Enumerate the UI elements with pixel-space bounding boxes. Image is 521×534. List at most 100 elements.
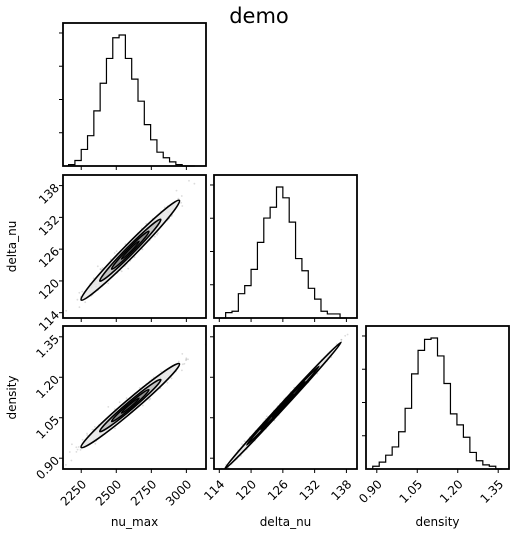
scatter-nu_max-vs-density — [63, 343, 206, 466]
panel-frame-2-1 — [213, 325, 358, 470]
sample-point — [91, 428, 94, 431]
histogram-delta_nu — [219, 186, 347, 319]
sample-point — [120, 270, 123, 273]
sample-point — [185, 357, 188, 360]
sample-point — [178, 518, 180, 520]
sample-point — [181, 363, 184, 366]
sample-point — [79, 449, 82, 451]
sample-point — [138, 387, 141, 389]
sample-point — [241, 443, 243, 445]
sample-point — [193, 182, 196, 185]
sample-point — [157, 232, 159, 235]
x-tick-label-nu_max: 2750 — [128, 477, 159, 508]
density-contour-level-4 — [271, 393, 295, 418]
sample-point — [107, 406, 110, 408]
x-tick-label-nu_max: 2500 — [93, 477, 124, 508]
y-tick-label-delta_nu: 126 — [36, 244, 62, 270]
sample-point — [187, 358, 189, 361]
x-tick-label-nu_max: 3000 — [163, 477, 194, 508]
y-axis-label-delta_nu: delta_nu — [5, 221, 19, 273]
y-tick-label-density: 1.35 — [33, 332, 62, 361]
sample-point — [180, 195, 183, 197]
sample-point — [78, 306, 81, 309]
y-tick-label-density: 1.20 — [33, 372, 62, 401]
x-tick-label-delta_nu: 126 — [265, 477, 291, 503]
x-axis-label-delta_nu: delta_nu — [260, 515, 312, 529]
sample-point — [114, 427, 116, 430]
density-contour-level-4 — [120, 397, 140, 414]
sample-point — [340, 338, 343, 341]
sample-point — [357, 322, 359, 324]
sample-point — [86, 434, 89, 436]
y-tick-label-delta_nu: 120 — [36, 276, 62, 302]
x-tick-label-density: 1.20 — [437, 477, 466, 506]
sample-point — [65, 464, 67, 466]
sample-point — [70, 459, 73, 462]
sample-point — [118, 401, 121, 404]
sample-point — [76, 448, 79, 451]
sample-point — [125, 397, 128, 400]
x-tick-label-delta_nu: 114 — [201, 477, 227, 503]
histogram-density — [372, 337, 503, 470]
sample-point — [101, 267, 104, 269]
sample-point — [181, 353, 184, 355]
sample-point — [181, 369, 183, 372]
x-tick-label-nu_max: 2250 — [58, 477, 89, 508]
histogram-nu_max — [68, 34, 195, 167]
y-tick-label-delta_nu: 132 — [36, 213, 62, 239]
sample-point — [177, 197, 180, 200]
sample-point — [113, 252, 116, 254]
sample-point — [185, 358, 188, 361]
sample-point — [92, 277, 95, 280]
sample-point — [81, 438, 84, 441]
sample-point — [77, 446, 80, 448]
sample-point — [175, 189, 178, 192]
sample-point — [75, 451, 78, 453]
x-tick-label-delta_nu: 120 — [233, 477, 259, 503]
y-tick-label-density: 0.90 — [33, 453, 62, 482]
sample-point — [76, 298, 79, 301]
sample-point — [156, 233, 158, 236]
sample-point — [188, 179, 190, 182]
sample-point — [68, 451, 71, 453]
sample-point — [133, 256, 136, 258]
sample-point — [75, 446, 78, 449]
sample-point — [346, 333, 349, 336]
sample-point — [185, 359, 187, 361]
panel-frame-0-0 — [62, 22, 207, 167]
sample-point — [100, 268, 102, 271]
sample-point — [166, 381, 169, 384]
sample-point — [96, 265, 99, 268]
x-tick-label-density: 1.35 — [477, 477, 506, 506]
sample-point — [220, 473, 222, 475]
sample-point — [115, 250, 118, 253]
panel-frame-2-2 — [365, 325, 510, 470]
sample-point — [243, 440, 246, 442]
scatter-nu_max-vs-delta_nu — [65, 179, 196, 312]
sample-point — [141, 248, 144, 251]
sample-point — [202, 488, 204, 490]
sample-point — [94, 442, 97, 445]
sample-point — [199, 496, 201, 498]
scatter-delta_nu-vs-density — [178, 322, 359, 520]
sample-point — [181, 205, 184, 207]
sample-point — [107, 282, 110, 285]
sample-point — [142, 404, 144, 407]
sample-point — [127, 267, 130, 270]
sample-point — [163, 206, 166, 209]
sample-point — [78, 291, 81, 294]
density-contour-level-4 — [120, 240, 140, 260]
x-tick-label-delta_nu: 132 — [297, 477, 323, 503]
sample-point — [183, 362, 186, 365]
sample-point — [266, 415, 268, 418]
y-tick-label-delta_nu: 138 — [36, 181, 62, 207]
panel-frame-1-1 — [213, 174, 358, 319]
y-tick-label-delta_nu: 114 — [36, 308, 62, 334]
y-tick-label-density: 1.05 — [33, 413, 62, 442]
sample-point — [170, 377, 173, 380]
sample-point — [240, 455, 242, 457]
sample-point — [149, 397, 152, 400]
sample-point — [180, 201, 183, 204]
chart-title: demo — [229, 4, 289, 28]
